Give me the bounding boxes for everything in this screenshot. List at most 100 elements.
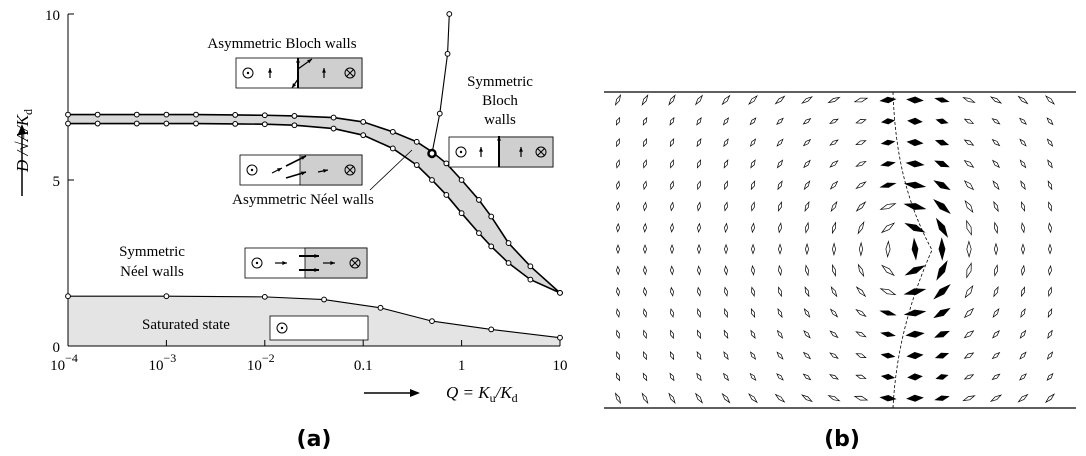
marker bbox=[322, 297, 327, 302]
field-arrow bbox=[751, 245, 754, 254]
field-arrow bbox=[857, 202, 866, 211]
field-arrow bbox=[965, 286, 972, 297]
field-arrow bbox=[670, 139, 673, 146]
panel-label: (b) bbox=[824, 427, 860, 452]
marker bbox=[164, 112, 169, 117]
field-arrow bbox=[802, 97, 812, 103]
field-arrow bbox=[967, 241, 971, 256]
field-arrow bbox=[908, 118, 922, 124]
field-arrow bbox=[1048, 181, 1052, 189]
field-arrow bbox=[643, 118, 647, 125]
field-arrow bbox=[857, 287, 866, 296]
field-arrow bbox=[697, 139, 701, 146]
field-arrow bbox=[907, 97, 923, 103]
annotation: Saturated state bbox=[142, 317, 230, 333]
field-arrow bbox=[965, 181, 974, 190]
field-arrow bbox=[751, 202, 754, 211]
marker bbox=[233, 113, 238, 118]
field-arrow bbox=[993, 331, 1000, 338]
field-arrow bbox=[906, 331, 923, 337]
field-arrow bbox=[724, 118, 729, 125]
field-arrow bbox=[965, 161, 974, 168]
field-arrow bbox=[934, 308, 950, 317]
field-arrow bbox=[934, 200, 950, 213]
field-arrow bbox=[1020, 118, 1026, 124]
field-arrow bbox=[1021, 181, 1025, 189]
field-arrow bbox=[643, 245, 646, 253]
marker bbox=[414, 139, 419, 144]
field-arrow bbox=[778, 287, 781, 296]
field-arrow bbox=[777, 139, 783, 146]
tick-base: 10 bbox=[149, 358, 164, 374]
marker bbox=[445, 51, 450, 56]
field-arrow bbox=[803, 374, 810, 379]
field-arrow bbox=[643, 352, 646, 359]
field-arrow bbox=[669, 394, 675, 403]
x-axis-label: Q = Ku/Kd bbox=[446, 383, 518, 405]
field-arrow bbox=[965, 375, 974, 379]
marker bbox=[194, 121, 199, 126]
field-arrow bbox=[855, 396, 867, 400]
field-arrow bbox=[643, 181, 646, 189]
field-arrow bbox=[1048, 331, 1052, 339]
marker bbox=[233, 121, 238, 126]
field-arrow bbox=[882, 265, 894, 275]
field-arrow bbox=[777, 352, 783, 359]
field-arrow bbox=[907, 139, 922, 145]
field-arrow bbox=[1048, 223, 1051, 232]
field-arrow bbox=[856, 310, 865, 317]
marker bbox=[134, 121, 139, 126]
marker bbox=[331, 126, 336, 131]
field-arrow bbox=[830, 353, 838, 358]
field-arrow bbox=[906, 266, 925, 275]
icon-white bbox=[270, 316, 368, 340]
field-arrow bbox=[905, 310, 925, 316]
marker bbox=[361, 120, 366, 125]
field-arrow bbox=[937, 261, 947, 279]
field-arrow bbox=[778, 266, 781, 275]
field-arrow bbox=[670, 181, 673, 189]
field-arrow bbox=[1048, 202, 1051, 211]
field-arrow bbox=[697, 266, 700, 274]
field-arrow bbox=[751, 352, 756, 359]
field-arrow bbox=[935, 98, 948, 103]
field-arrow bbox=[697, 288, 700, 296]
field-arrow bbox=[750, 374, 755, 381]
field-arrow bbox=[1046, 96, 1054, 104]
field-arrow bbox=[905, 289, 925, 295]
field-arrow bbox=[643, 266, 646, 274]
marker bbox=[444, 193, 449, 198]
field-arrow bbox=[804, 181, 809, 189]
field-arrow bbox=[805, 202, 809, 211]
field-arrow bbox=[963, 396, 974, 401]
field-arrow bbox=[907, 352, 922, 358]
field-arrow bbox=[724, 266, 727, 275]
field-arrow bbox=[882, 223, 894, 232]
field-arrow bbox=[777, 374, 783, 380]
field-arrow bbox=[616, 288, 619, 296]
dot-center bbox=[247, 72, 249, 74]
marker bbox=[528, 264, 533, 269]
field-arrow bbox=[670, 309, 673, 317]
field-arrow bbox=[642, 95, 647, 105]
annotation: Symmetric bbox=[119, 244, 185, 260]
field-arrow bbox=[778, 309, 782, 317]
field-arrow bbox=[882, 140, 895, 145]
field-arrow bbox=[776, 96, 785, 103]
icon-gray bbox=[305, 248, 367, 278]
tick-exponent: −3 bbox=[164, 351, 177, 365]
field-arrow bbox=[992, 119, 999, 124]
label-part: /K bbox=[495, 383, 514, 402]
field-arrow bbox=[994, 265, 997, 275]
field-arrow bbox=[906, 224, 925, 233]
marker bbox=[506, 261, 511, 266]
dot-center bbox=[256, 262, 258, 264]
field-arrow bbox=[963, 98, 974, 103]
annotation: walls bbox=[484, 112, 516, 128]
marker bbox=[430, 319, 435, 324]
field-arrow bbox=[881, 289, 896, 295]
field-arrow bbox=[886, 241, 890, 256]
field-arrow bbox=[936, 353, 949, 358]
field-arrow bbox=[724, 139, 728, 146]
field-arrow bbox=[992, 353, 999, 359]
